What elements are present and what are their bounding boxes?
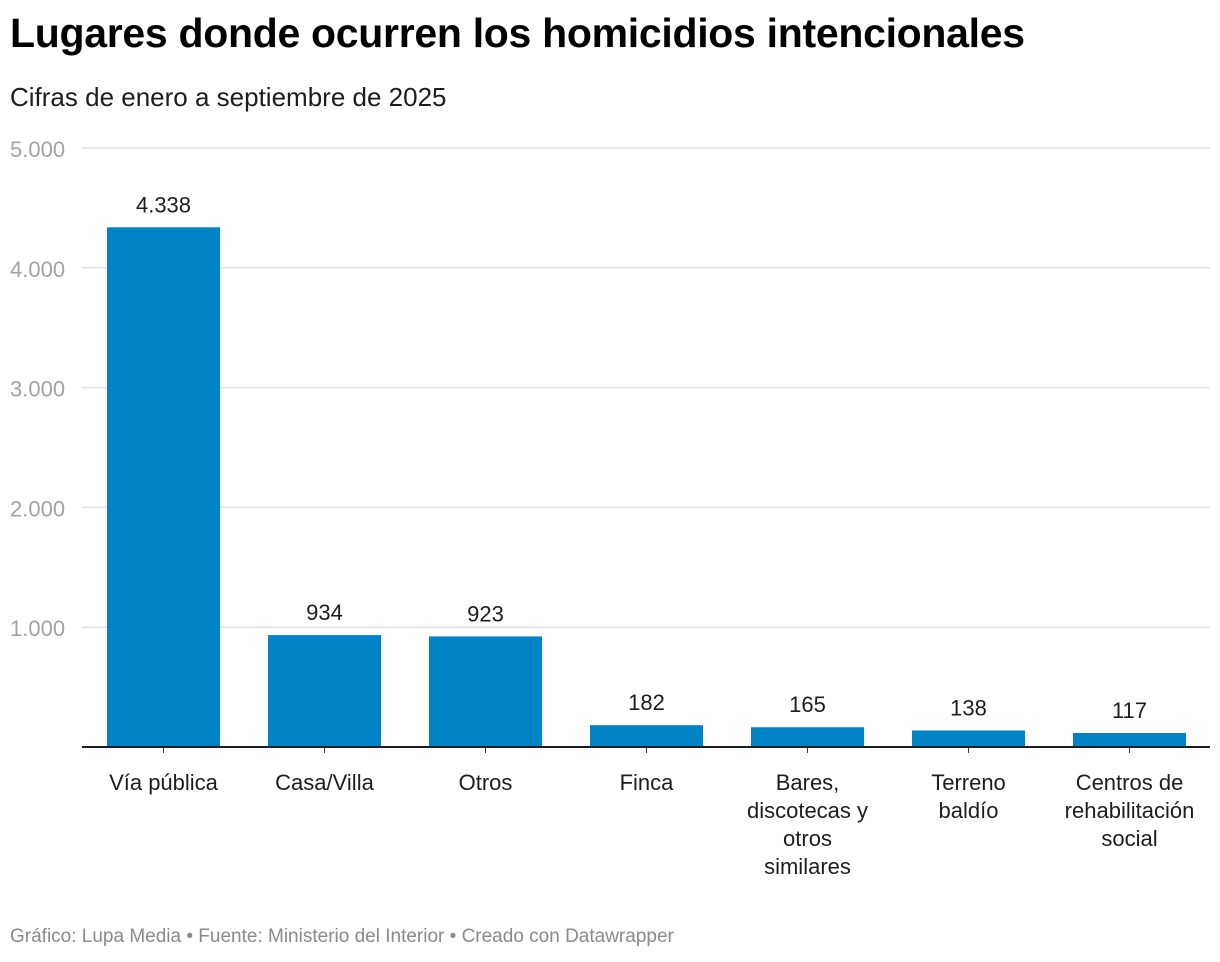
data-label: 923	[467, 601, 504, 626]
bar	[590, 725, 703, 747]
y-tick-label: 5.000	[10, 137, 65, 162]
y-tick-label: 4.000	[10, 257, 65, 282]
data-label: 138	[950, 695, 987, 720]
x-tick-label-line: discotecas y	[747, 798, 868, 823]
chart-footer: Gráfico: Lupa Media • Fuente: Ministerio…	[10, 926, 674, 947]
chart-title: Lugares donde ocurren los homicidios int…	[10, 10, 1025, 56]
x-tick-label-line: Casa/Villa	[275, 770, 374, 795]
data-label: 165	[789, 692, 826, 717]
data-label: 934	[306, 600, 343, 625]
x-tick-label-line: Finca	[620, 770, 675, 795]
chart-subtitle: Cifras de enero a septiembre de 2025	[10, 82, 447, 112]
x-tick-label-line: baldío	[939, 798, 999, 823]
x-tick-label: Terreno baldío	[931, 770, 1006, 823]
x-tick-label: Bares, discotecas y otros similares	[747, 770, 868, 879]
bar	[912, 730, 1025, 747]
bar	[429, 636, 542, 747]
x-tick-label: Vía pública	[109, 770, 219, 795]
bar	[751, 727, 864, 747]
y-tick-label: 3.000	[10, 377, 65, 402]
x-tick-label-line: Otros	[459, 770, 513, 795]
x-tick-label: Finca	[620, 770, 675, 795]
bar	[268, 635, 381, 747]
data-label: 117	[1112, 698, 1147, 723]
x-tick-label: Casa/Villa	[275, 770, 374, 795]
bar	[1073, 732, 1186, 747]
x-tick-label-line: social	[1101, 826, 1157, 851]
x-tick-label-line: rehabilitación	[1065, 798, 1195, 823]
x-tick-label-line: otros	[783, 826, 832, 851]
x-tick-label: Centros de rehabilitación social	[1065, 770, 1195, 851]
data-label: 4.338	[136, 192, 191, 217]
x-tick-label: Otros	[459, 770, 513, 795]
y-tick-label: 1.000	[10, 616, 65, 641]
x-tick-label-line: Bares,	[776, 770, 840, 795]
y-tick-label: 2.000	[10, 496, 65, 521]
x-tick-label-line: Terreno	[931, 770, 1006, 795]
x-tick-label-line: Vía pública	[109, 770, 219, 795]
x-tick-label-line: Centros de	[1076, 770, 1184, 795]
x-tick-label-line: similares	[764, 854, 851, 879]
data-label: 182	[628, 690, 665, 715]
bar	[107, 227, 220, 747]
